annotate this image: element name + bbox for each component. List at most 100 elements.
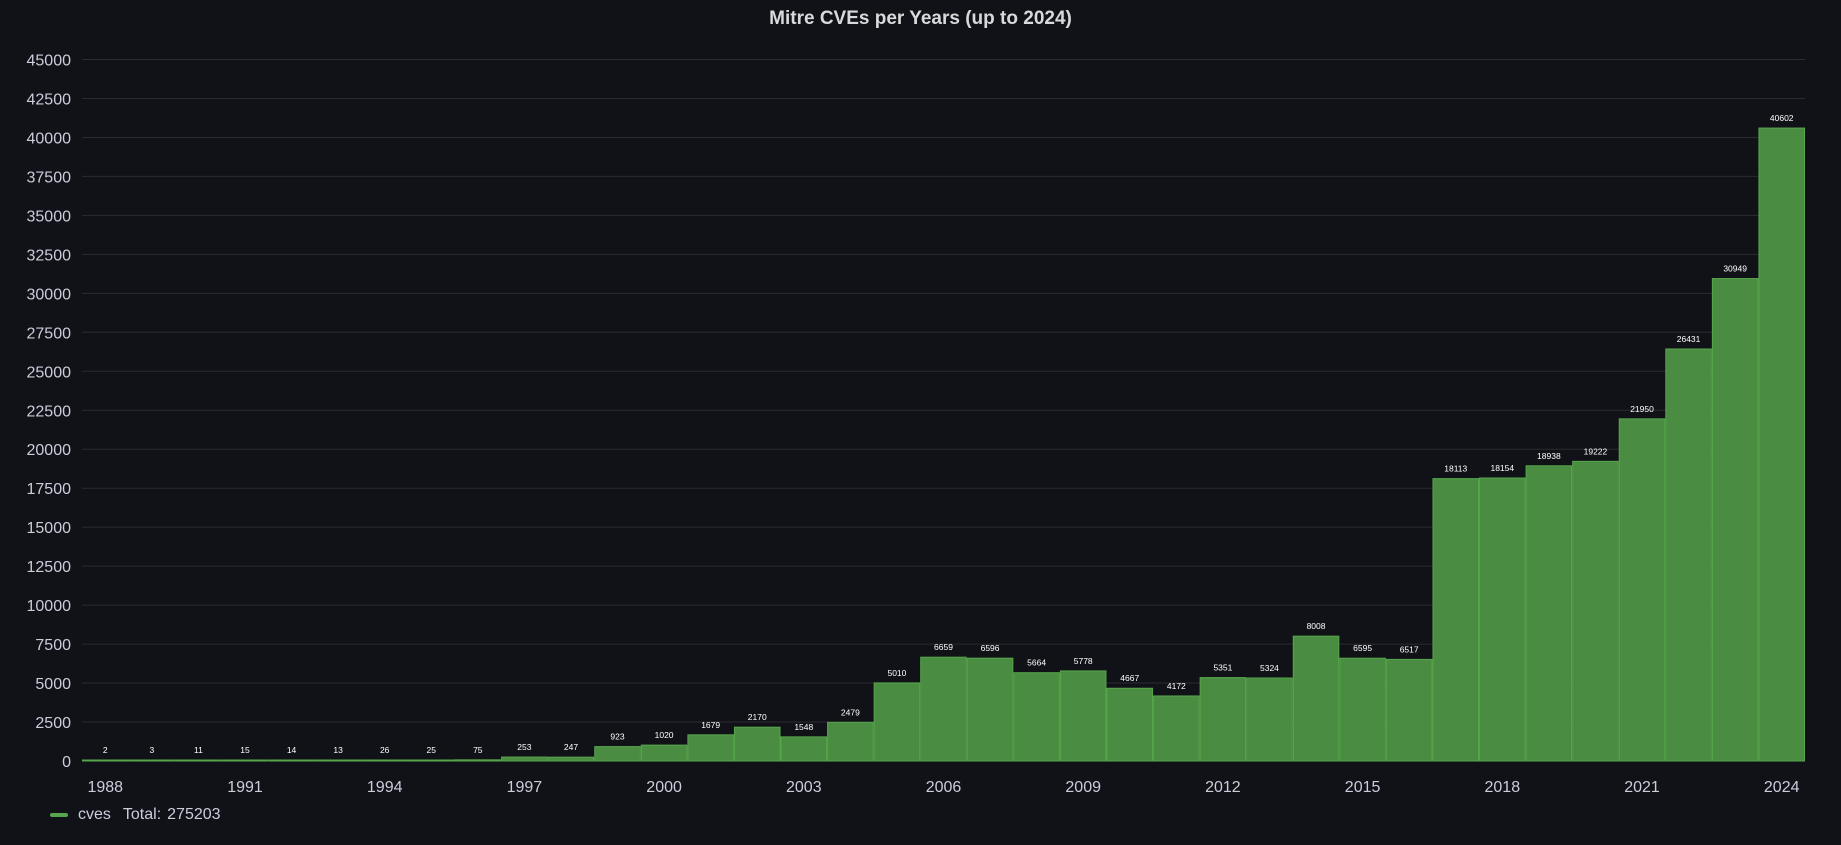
y-tick-label: 25000 bbox=[27, 364, 72, 381]
data-label: 18113 bbox=[1444, 464, 1467, 474]
bar-1991[interactable] bbox=[221, 759, 269, 762]
y-tick-label: 7500 bbox=[35, 637, 71, 654]
data-label: 6659 bbox=[934, 642, 953, 652]
bar-1995[interactable] bbox=[407, 759, 455, 762]
data-label: 26 bbox=[380, 745, 390, 755]
y-tick-label: 17500 bbox=[27, 481, 72, 498]
bar-2016[interactable] bbox=[1385, 658, 1433, 762]
bar-2024[interactable] bbox=[1758, 127, 1805, 762]
x-tick-label: 1994 bbox=[367, 779, 403, 796]
data-label: 5351 bbox=[1213, 663, 1232, 673]
data-label: 5010 bbox=[887, 668, 906, 678]
data-label: 18154 bbox=[1490, 463, 1514, 473]
y-tick-label: 22500 bbox=[27, 403, 72, 420]
y-tick-label: 20000 bbox=[27, 442, 72, 459]
bar-2020[interactable] bbox=[1572, 460, 1619, 762]
data-label: 5324 bbox=[1260, 663, 1279, 673]
x-tick-label: 2018 bbox=[1485, 779, 1521, 796]
bar-2001[interactable] bbox=[687, 734, 734, 762]
data-label: 30949 bbox=[1723, 264, 1747, 274]
x-tick-label: 1988 bbox=[87, 779, 123, 796]
bar-2022[interactable] bbox=[1665, 348, 1712, 762]
x-tick-label: 2003 bbox=[786, 779, 822, 796]
data-label: 247 bbox=[564, 742, 578, 752]
grid-lines bbox=[82, 59, 1805, 762]
y-tick-label: 5000 bbox=[35, 676, 71, 693]
data-label: 4172 bbox=[1167, 681, 1186, 691]
data-label: 253 bbox=[517, 742, 531, 752]
data-label: 5778 bbox=[1074, 656, 1093, 666]
data-label: 21950 bbox=[1630, 404, 1654, 414]
y-tick-label: 15000 bbox=[27, 520, 72, 537]
bar-2009[interactable] bbox=[1059, 670, 1107, 762]
bar-2010[interactable] bbox=[1106, 687, 1154, 762]
x-tick-label: 2009 bbox=[1065, 779, 1101, 796]
y-tick-label: 30000 bbox=[27, 286, 72, 303]
data-label: 13 bbox=[333, 745, 343, 755]
data-label: 2170 bbox=[748, 712, 767, 722]
bar-2008[interactable] bbox=[1013, 672, 1060, 762]
data-label: 3 bbox=[149, 745, 154, 755]
x-tick-label: 1991 bbox=[227, 779, 263, 796]
bar-2023[interactable] bbox=[1711, 278, 1759, 762]
y-axis-ticks: 0 2500 5000 7500 10000 12500 15000 17500 20000 22… bbox=[27, 53, 72, 772]
bar-1990[interactable] bbox=[175, 759, 222, 762]
y-tick-label: 10000 bbox=[27, 598, 72, 615]
bar-2005[interactable] bbox=[873, 682, 921, 762]
data-label: 14 bbox=[287, 745, 297, 755]
bar-1988[interactable] bbox=[82, 759, 129, 762]
bar-2006[interactable] bbox=[920, 656, 967, 762]
y-tick-label: 40000 bbox=[27, 130, 72, 147]
data-label: 40602 bbox=[1770, 113, 1794, 123]
bar-1997[interactable] bbox=[501, 756, 548, 762]
legend-swatch bbox=[50, 813, 68, 817]
data-label: 4667 bbox=[1120, 673, 1139, 683]
x-tick-label: 2024 bbox=[1764, 779, 1800, 796]
bar-2007[interactable] bbox=[966, 657, 1014, 762]
bar-2013[interactable] bbox=[1246, 677, 1293, 762]
y-tick-label: 35000 bbox=[27, 208, 72, 225]
data-label: 2 bbox=[103, 745, 108, 755]
bar-2012[interactable] bbox=[1199, 677, 1247, 762]
data-label: 25 bbox=[427, 745, 437, 755]
bar-1992[interactable] bbox=[268, 759, 315, 762]
data-label: 6517 bbox=[1400, 644, 1419, 654]
data-label: 1679 bbox=[701, 720, 720, 730]
bars bbox=[82, 127, 1805, 762]
legend[interactable]: cves Total: 275203 bbox=[50, 806, 221, 824]
data-label: 6595 bbox=[1353, 643, 1372, 653]
data-label: 5664 bbox=[1027, 658, 1046, 668]
bar-2019[interactable] bbox=[1525, 465, 1573, 762]
bar-2015[interactable] bbox=[1339, 657, 1386, 762]
x-tick-label: 1997 bbox=[507, 779, 543, 796]
data-label: 923 bbox=[610, 732, 624, 742]
legend-total-label: Total: bbox=[122, 806, 162, 823]
bar-2017[interactable] bbox=[1432, 478, 1480, 762]
data-label: 2479 bbox=[841, 707, 860, 717]
bar-1993[interactable] bbox=[314, 759, 362, 762]
bar-2004[interactable] bbox=[827, 721, 874, 762]
data-labels: 2 3 11 15 14 13 26 25 75 253 247 923 1020 1679 2170 154… bbox=[103, 113, 1794, 755]
y-tick-label: 12500 bbox=[27, 559, 72, 576]
y-tick-label: 27500 bbox=[27, 325, 72, 342]
data-label: 6596 bbox=[981, 643, 1000, 653]
bar-1989[interactable] bbox=[128, 759, 176, 762]
bar-1994[interactable] bbox=[361, 759, 408, 762]
bar-2011[interactable] bbox=[1153, 695, 1200, 762]
bar-2014[interactable] bbox=[1292, 635, 1340, 762]
bar-2021[interactable] bbox=[1618, 418, 1666, 762]
bar-2018[interactable] bbox=[1479, 477, 1526, 762]
data-label: 1548 bbox=[794, 722, 813, 732]
bar-1999[interactable] bbox=[594, 746, 641, 762]
bar-1996[interactable] bbox=[454, 759, 502, 762]
x-tick-label: 2000 bbox=[646, 779, 682, 796]
y-tick-label: 42500 bbox=[27, 91, 72, 108]
bar-2000[interactable] bbox=[640, 744, 688, 762]
bar-1998[interactable] bbox=[547, 756, 595, 762]
bar-2003[interactable] bbox=[780, 736, 828, 762]
bar-2002[interactable] bbox=[733, 726, 781, 762]
legend-series-name: cves bbox=[78, 806, 111, 823]
x-tick-label: 2012 bbox=[1205, 779, 1241, 796]
